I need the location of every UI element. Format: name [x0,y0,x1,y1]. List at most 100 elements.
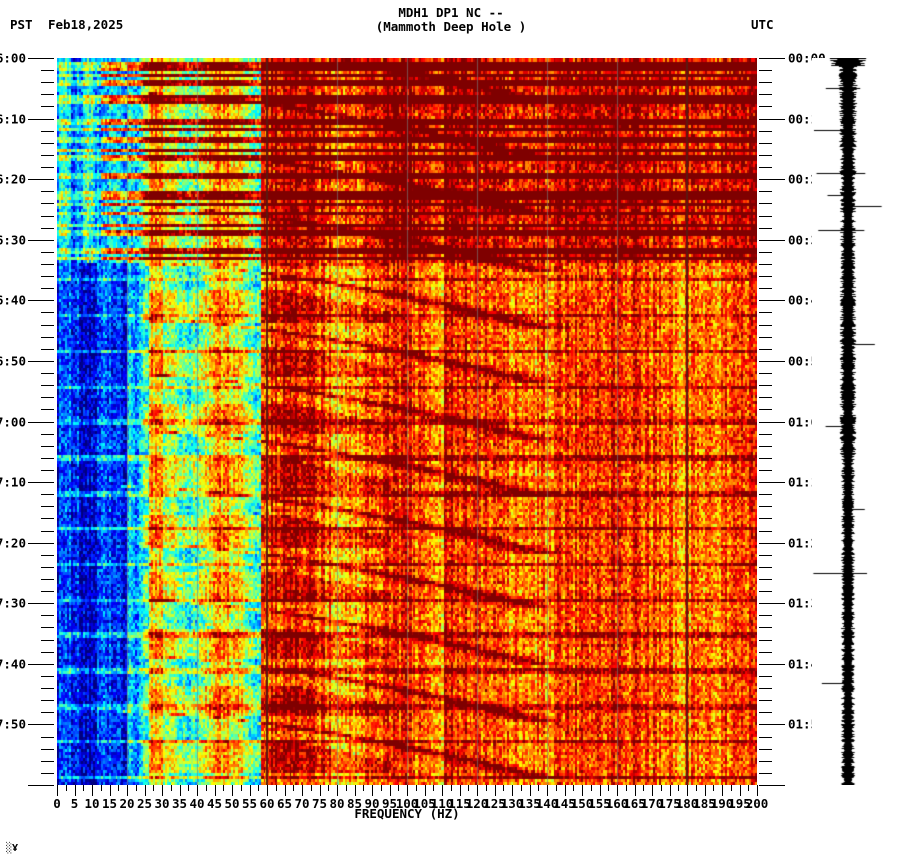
frequency-axis-label: 155 [588,796,611,811]
left-axis-major-tick [28,663,54,665]
frequency-minor-tick [678,785,680,791]
frequency-major-tick [179,785,181,796]
right-axis-minor-tick [759,167,772,169]
left-axis-minor-tick [41,276,54,278]
frequency-axis-label: 115 [448,796,471,811]
left-axis-minor-tick [41,712,54,714]
right-axis-minor-tick [759,748,772,750]
frequency-axis: 0 5 10 15 20 25 30 35 40 45 50 55 60 65 70 75 80 85 90 95 10… [53,785,768,825]
frequency-major-tick [354,785,356,796]
date-label: Feb18,2025 [48,17,124,32]
right-axis-minor-tick [759,154,772,156]
frequency-major-tick [249,785,251,796]
right-axis-minor-tick [759,191,772,193]
frequency-minor-tick [485,785,487,791]
frequency-minor-tick [625,785,627,791]
frequency-minor-tick [520,785,522,791]
right-axis-minor-tick [759,712,772,714]
right-axis-minor-tick [759,324,772,326]
left-axis-minor-tick [41,615,54,617]
left-axis-minor-tick [41,263,54,265]
frequency-major-tick [232,785,233,796]
right-axis-major-tick [759,118,785,120]
left-axis-time-label: 17:10 [0,474,26,490]
frequency-major-tick [74,785,76,796]
right-axis-minor-tick [759,385,772,387]
frequency-minor-tick [118,785,120,791]
frequency-axis-label: 125 [483,796,506,811]
right-axis-minor-tick [759,506,772,508]
frequency-minor-tick [83,785,85,791]
station-title: MDH1 DP1 NC -- [398,5,504,20]
frequency-major-tick [634,785,636,796]
frequency-axis-label: 140 [535,796,559,811]
frequency-axis-label: 150 [570,796,594,811]
left-axis-minor-tick [41,530,54,532]
seismogram-trace [812,58,892,785]
frequency-major-tick [547,785,548,796]
frequency-axis-label: 200 [745,796,769,811]
frequency-major-tick [582,785,583,796]
left-axis-major-tick [28,542,54,544]
right-axis-major-tick [759,482,785,484]
frequency-major-tick [669,785,671,796]
frequency-axis-label: 130 [500,796,524,811]
frequency-axis-label: 165 [623,796,646,811]
frequency-axis-label: 10 [84,796,100,811]
frequency-major-tick [284,785,286,796]
frequency-minor-tick [538,785,540,791]
right-axis-minor-tick [759,94,772,96]
left-axis-major-tick [28,421,54,423]
frequency-major-tick [92,785,93,796]
frequency-major-tick [162,785,163,796]
frequency-axis-label: 45 [206,796,223,811]
frequency-minor-tick [65,785,67,791]
frequency-axis-label: 170 [640,796,664,811]
right-axis-major-tick [759,179,785,181]
left-axis-minor-tick [41,748,54,750]
frequency-axis-label: 95 [381,796,398,811]
left-axis-minor-tick [41,142,54,144]
right-axis-minor-tick [759,615,772,617]
right-axis-minor-tick [759,336,772,338]
frequency-major-tick [442,785,443,796]
left-axis-time-label: 17:50 [0,716,26,732]
timezone-label: PST [10,17,33,32]
right-axis-minor-tick [759,469,772,471]
frequency-minor-tick [188,785,190,791]
frequency-major-tick [687,785,688,796]
spectrogram-plot[interactable] [57,58,757,785]
frequency-major-tick [372,785,373,796]
frequency-axis-label: 195 [728,796,751,811]
frequency-major-tick [389,785,391,796]
right-axis-minor-tick [759,82,772,84]
left-axis-minor-tick [41,651,54,653]
frequency-minor-tick [415,785,417,791]
left-axis-minor-tick [41,336,54,338]
right-axis-major-tick [759,300,785,302]
right-axis-minor-tick [759,579,772,581]
frequency-minor-tick [555,785,557,791]
frequency-axis-label: 65 [276,796,293,811]
frequency-minor-tick [363,785,365,791]
left-axis-minor-tick [41,554,54,556]
frequency-axis-label: 105 [413,796,436,811]
frequency-major-tick [477,785,478,796]
right-axis-minor-tick [759,348,772,350]
left-axis-minor-tick [41,518,54,520]
frequency-axis-label: 80 [329,796,345,811]
frequency-major-tick [564,785,566,796]
frequency-axis-label: 30 [154,796,170,811]
left-axis-minor-tick [41,288,54,290]
right-axis-minor-tick [759,312,772,314]
left-axis-minor-tick [41,579,54,581]
left-axis-minor-tick [41,736,54,738]
frequency-axis-title: FREQUENCY (HZ) [354,806,460,821]
right-axis-minor-tick [759,566,772,568]
left-axis-minor-tick [41,348,54,350]
frequency-axis-label: 180 [675,796,699,811]
left-axis-minor-tick [41,203,54,205]
frequency-major-tick [407,785,408,796]
left-axis-minor-tick [41,385,54,387]
frequency-axis-label: 0 [53,796,61,811]
